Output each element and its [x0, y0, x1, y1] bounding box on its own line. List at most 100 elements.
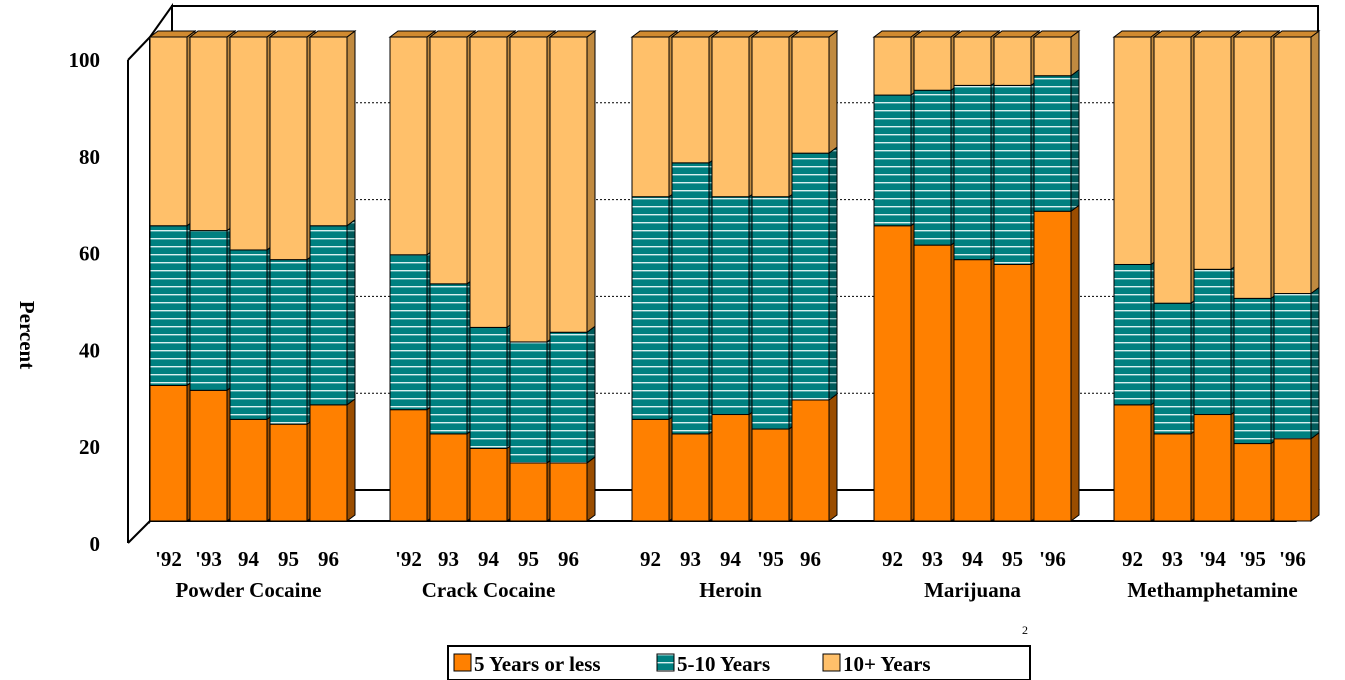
bar-segment-10-plus-years	[913, 36, 952, 91]
category-label: Crack Cocaine	[422, 578, 556, 602]
bar	[1152, 30, 1201, 522]
bar-top	[1032, 30, 1081, 38]
bar	[1272, 30, 1321, 522]
x-tick-label: 93	[1162, 547, 1183, 571]
bar-side	[586, 455, 596, 522]
bar-segment-5-years-or-less	[873, 225, 912, 522]
bar-segment-5-years-or-less	[1233, 443, 1272, 522]
bar-top	[428, 30, 477, 38]
y-tick-label: 60	[79, 242, 100, 266]
bar	[710, 30, 759, 522]
bar-top	[1232, 30, 1281, 38]
bar-segment-10-plus-years	[229, 36, 268, 251]
footnote-marker: 2	[1022, 623, 1028, 637]
bar-segment-5-10-years	[189, 230, 228, 391]
bar-segment-10-plus-years	[631, 36, 670, 198]
bar-segment-10-plus-years	[1233, 36, 1272, 299]
bar-side	[586, 325, 596, 464]
bar	[428, 30, 477, 522]
bar-top	[992, 30, 1041, 38]
y-axis-label: Percent	[15, 301, 39, 369]
bar-segment-5-years-or-less	[309, 404, 348, 522]
bar-top	[790, 30, 839, 38]
x-tick-label: '96	[1039, 547, 1066, 571]
bar-top	[710, 30, 759, 38]
bar-side	[828, 30, 838, 155]
bar	[468, 30, 517, 522]
bar-segment-5-10-years	[429, 283, 468, 435]
y-axis-ticks: 0 20 40 60 80 100	[69, 48, 101, 556]
legend-swatch	[822, 653, 841, 672]
bar-top	[1272, 30, 1321, 38]
bar-side	[346, 30, 356, 227]
bar-side	[346, 397, 356, 522]
bar-segment-5-years-or-less	[711, 414, 750, 522]
x-tick-label: 96	[318, 547, 339, 571]
bar	[268, 30, 317, 522]
y-tick-label: 100	[69, 48, 101, 72]
bar-segment-5-10-years	[1193, 268, 1232, 416]
bar-top	[508, 30, 557, 38]
x-tick-label: 96	[800, 547, 821, 571]
bar-segment-5-10-years	[309, 225, 348, 406]
bar-segment-10-plus-years	[751, 36, 790, 198]
bar-segment-10-plus-years	[389, 36, 428, 256]
x-tick-label: '95	[757, 547, 784, 571]
y-tick-label: 40	[79, 338, 100, 362]
x-tick-label: 93	[922, 547, 943, 571]
bar-side	[1310, 431, 1320, 522]
bar-segment-10-plus-years	[269, 36, 308, 261]
bar-side	[586, 30, 596, 334]
bar-side	[1310, 286, 1320, 440]
bar-side	[828, 146, 838, 401]
bar-segment-5-10-years	[993, 84, 1032, 265]
bar-top	[548, 30, 597, 38]
bar	[952, 30, 1001, 522]
x-tick-label: '95	[1239, 547, 1266, 571]
bar-segment-5-10-years	[269, 259, 308, 425]
x-tick-label: '96	[1279, 547, 1306, 571]
bar-top	[188, 30, 237, 38]
legend-box	[447, 645, 1031, 680]
category-label: Methamphetamine	[1127, 578, 1297, 602]
bar-top	[228, 30, 277, 38]
category-label: Powder Cocaine	[175, 578, 321, 602]
bar-segment-10-plus-years	[873, 36, 912, 96]
bars	[148, 30, 1321, 522]
bar-segment-5-10-years	[711, 196, 750, 416]
bar	[228, 30, 277, 522]
bar-segment-5-10-years	[1153, 302, 1192, 435]
bar-segment-5-years-or-less	[671, 433, 710, 522]
bar-top	[388, 30, 437, 38]
bar	[992, 30, 1041, 522]
bar-segment-5-years-or-less	[953, 259, 992, 522]
bar	[308, 30, 357, 522]
bar-segment-5-years-or-less	[1193, 414, 1232, 522]
category-label: Marijuana	[924, 578, 1021, 602]
bar-segment-5-10-years	[1113, 263, 1152, 406]
x-tick-label: 94	[962, 547, 984, 571]
legend-swatch	[453, 653, 472, 672]
bar-top	[1192, 30, 1241, 38]
bar-segment-10-plus-years	[309, 36, 348, 227]
bar-segment-10-plus-years	[1113, 36, 1152, 265]
bar-segment-5-10-years	[1033, 75, 1072, 212]
bar-segment-5-years-or-less	[549, 462, 588, 522]
bar-segment-5-10-years	[549, 331, 588, 464]
bar	[1112, 30, 1161, 522]
legend-label: 10+ Years	[843, 652, 931, 676]
bar-segment-5-years-or-less	[1033, 210, 1072, 522]
bar-segment-10-plus-years	[711, 36, 750, 198]
bar-segment-5-years-or-less	[791, 399, 830, 522]
bar-segment-5-years-or-less	[1153, 433, 1192, 522]
bar-segment-5-years-or-less	[429, 433, 468, 522]
bar	[872, 30, 921, 522]
bar	[188, 30, 237, 522]
bar-segment-5-10-years	[149, 225, 188, 386]
bar-segment-5-years-or-less	[913, 244, 952, 522]
bar-segment-5-10-years	[389, 254, 428, 411]
bar-segment-5-10-years	[751, 196, 790, 430]
x-tick-label: 96	[558, 547, 579, 571]
x-tick-label: '94	[1199, 547, 1226, 571]
bar-top	[308, 30, 357, 38]
